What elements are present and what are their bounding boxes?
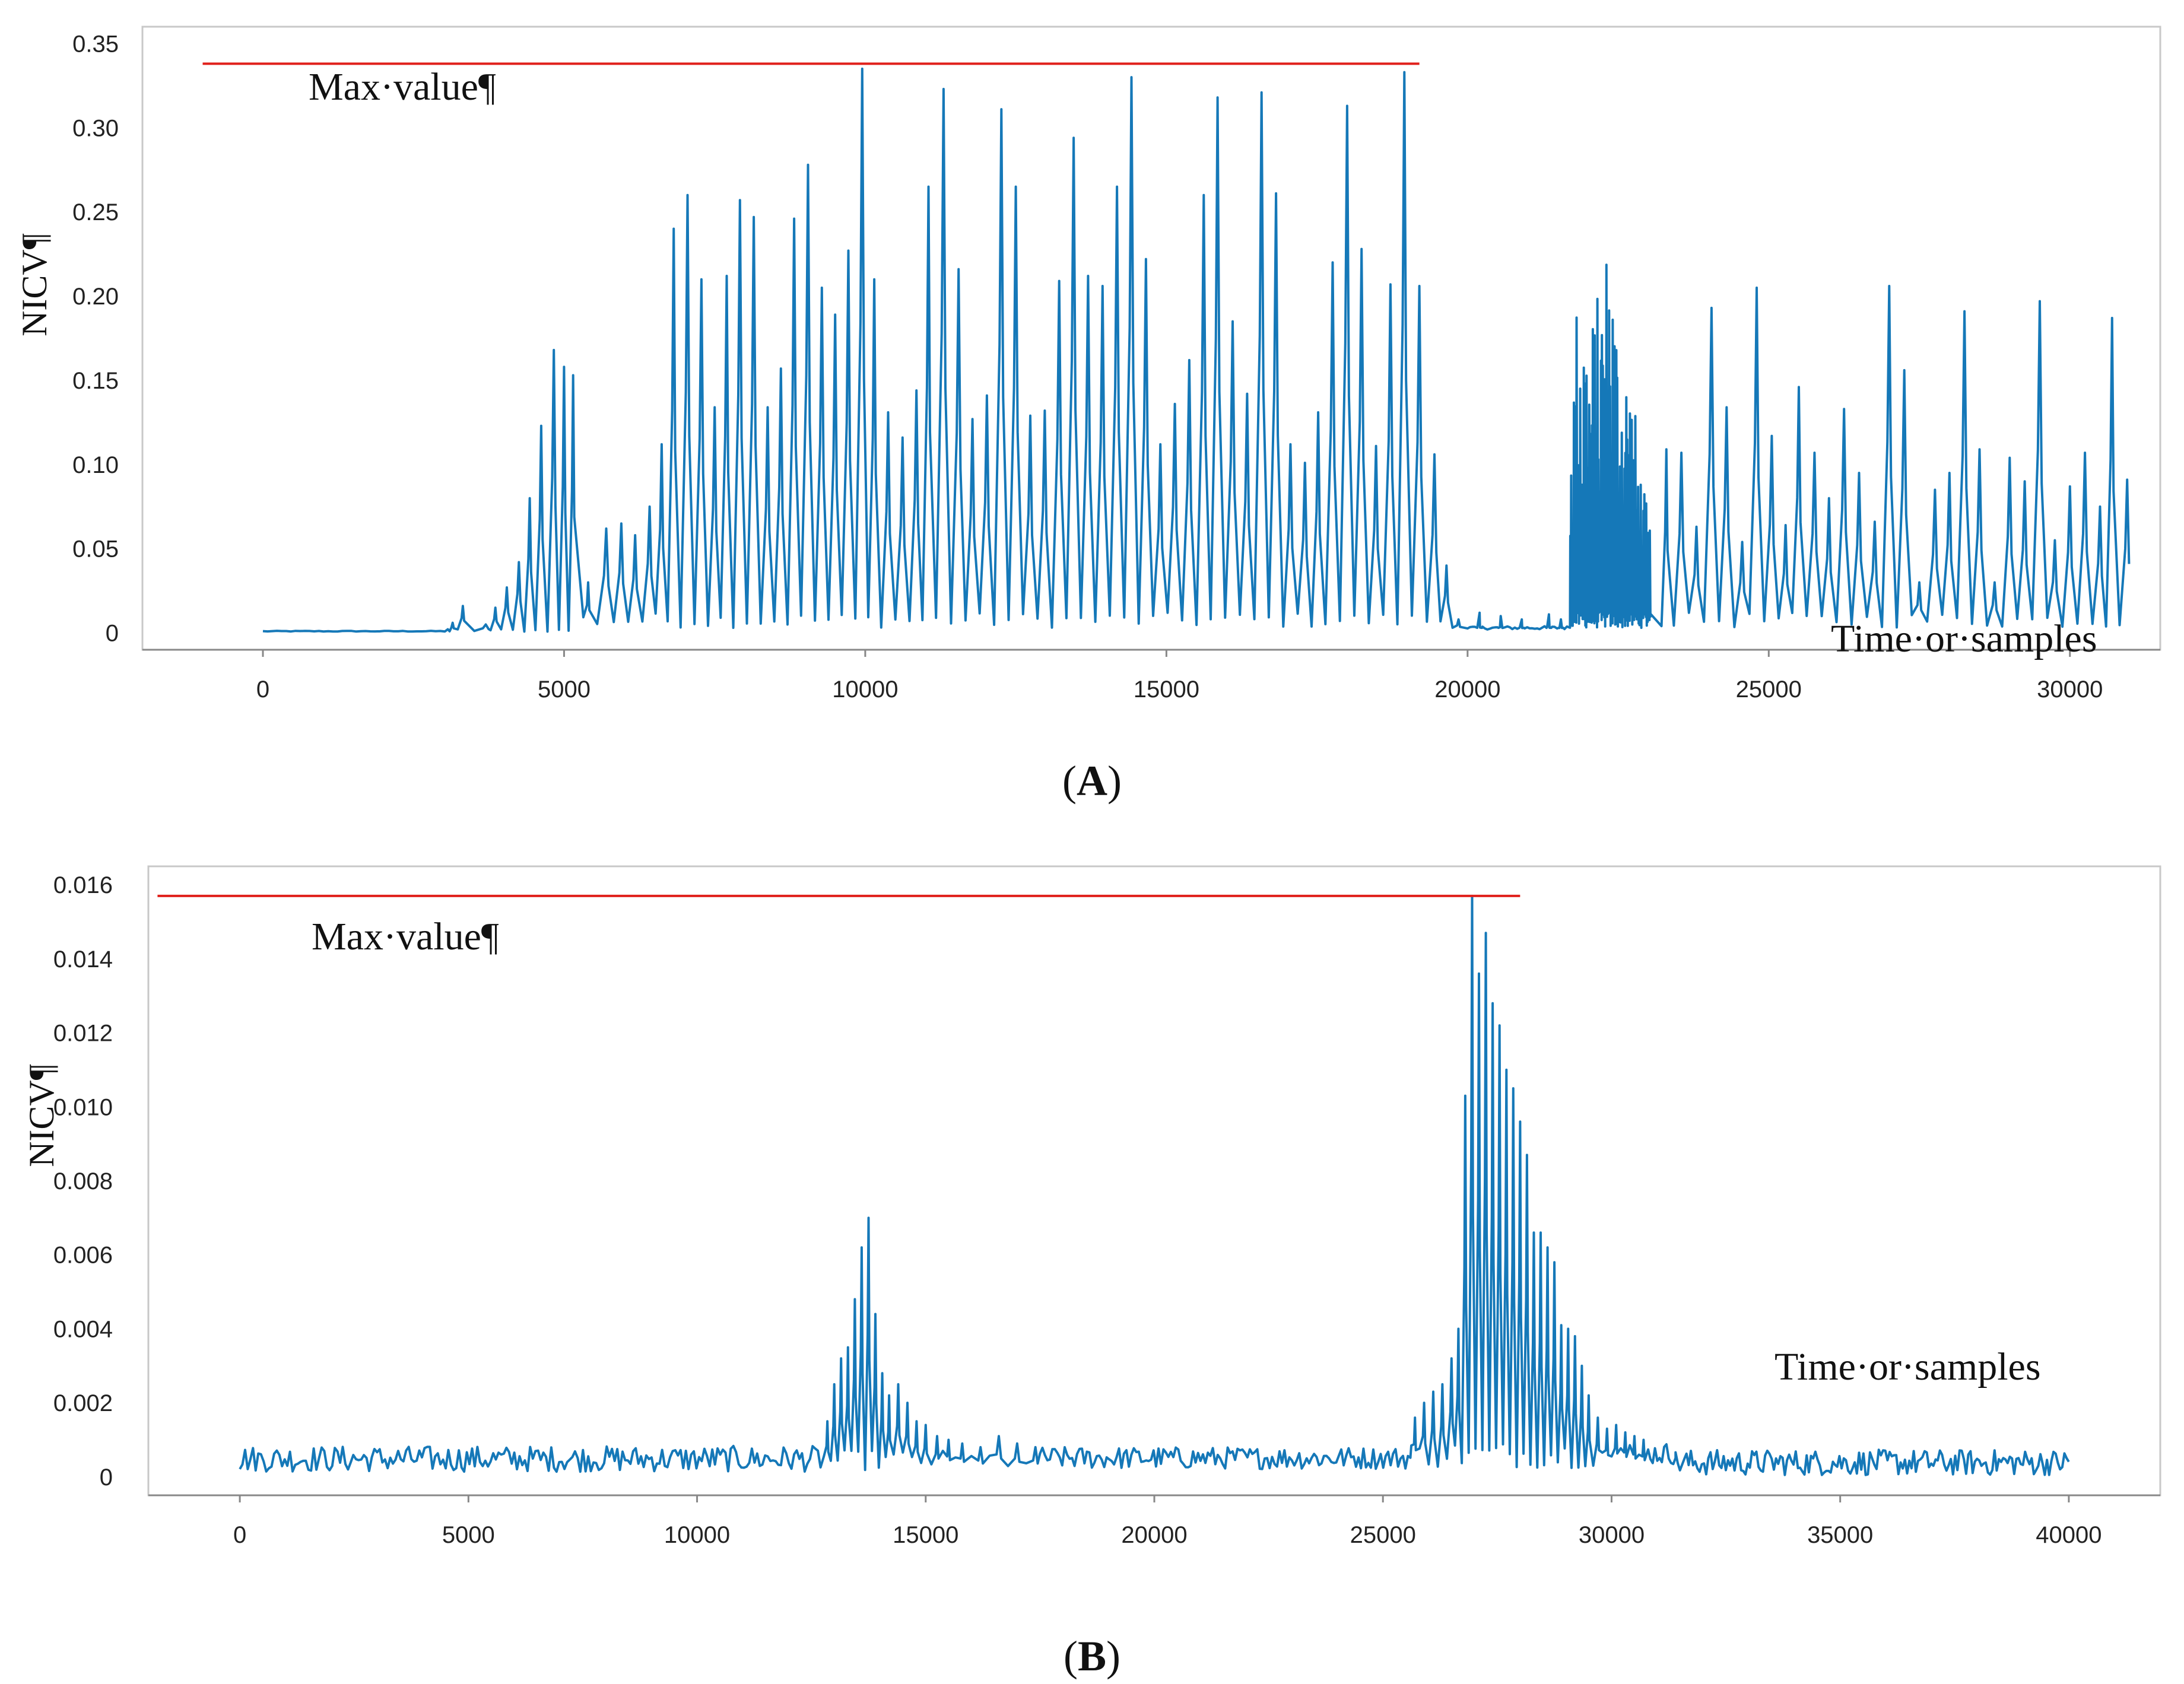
x-tick-label: 15000 [1134, 676, 1199, 703]
panel-a-y-tick-labels: 0 0.05 0.10 0.15 0.20 0.25 0.30 0.35 [72, 31, 119, 646]
y-tick-label: 0.05 [72, 536, 119, 563]
panel-a-series-layer [262, 67, 2131, 633]
y-tick-label: 0.014 [53, 946, 113, 973]
y-tick-label: 0 [106, 621, 119, 647]
x-tick-label: 20000 [1434, 676, 1500, 703]
panel-b-max-label: Max·value¶ [312, 915, 499, 958]
panel-b-caption: (B) [1064, 1632, 1120, 1680]
x-tick-label: 5000 [538, 676, 591, 703]
panel-b-series-layer [239, 894, 2070, 1476]
x-tick-label: 10000 [664, 1522, 730, 1548]
x-tick-label: 25000 [1350, 1522, 1416, 1548]
y-tick-label: 0.002 [53, 1390, 113, 1416]
x-tick-label: 30000 [1579, 1522, 1645, 1548]
x-tick-label: 35000 [1807, 1522, 1873, 1548]
nicv-series-line [239, 894, 2070, 1476]
y-tick-label: 0.30 [72, 115, 119, 141]
x-tick-label: 0 [233, 1522, 246, 1548]
nicv-series-line [262, 67, 2131, 633]
y-tick-label: 0.20 [72, 284, 119, 310]
panel-a-caption: (A) [1062, 757, 1122, 805]
y-tick-label: 0.016 [53, 872, 113, 898]
x-tick-label: 10000 [832, 676, 898, 703]
y-tick-label: 0.15 [72, 368, 119, 394]
panel-a-x-ticks: 0 5000 10000 15000 20000 25000 30000 [256, 650, 2103, 703]
x-tick-label: 15000 [893, 1522, 958, 1548]
x-tick-label: 25000 [1736, 676, 1802, 703]
x-tick-label: 40000 [2036, 1522, 2102, 1548]
y-tick-label: 0.004 [53, 1316, 113, 1342]
panel-b-chart: 0 0.002 0.004 0.006 0.008 0.010 0.012 0.014 0.01… [22, 865, 2161, 1680]
panel-b-x-ticks: 0 5000 10000 15000 20000 25000 30000 35000 40000 [233, 1495, 2102, 1548]
panel-b-y-tick-labels: 0 0.002 0.004 0.006 0.008 0.010 0.012 0.014 0.01… [53, 872, 113, 1491]
y-tick-label: 0 [100, 1464, 113, 1491]
panel-b-caption-letter: B [1078, 1632, 1106, 1680]
x-tick-label: 5000 [442, 1522, 495, 1548]
x-tick-label: 20000 [1121, 1522, 1187, 1548]
y-tick-label: 0.10 [72, 452, 119, 478]
panel-b-plot-frame [147, 865, 2161, 1496]
panel-a-y-axis-label: NICV¶ [15, 233, 54, 336]
y-tick-label: 0.35 [72, 31, 119, 57]
y-tick-label: 0.008 [53, 1168, 113, 1194]
y-tick-label: 0.010 [53, 1094, 113, 1120]
panel-a-chart: 0 0.05 0.10 0.15 0.20 0.25 0.30 0.35 0 5000 10000… [15, 26, 2161, 805]
x-tick-label: 30000 [2037, 676, 2103, 703]
x-tick-label: 0 [256, 676, 269, 703]
panel-a-caption-letter: A [1077, 757, 1107, 805]
panel-b-time-label: Time·or·samples [1774, 1345, 2041, 1388]
y-tick-label: 0.006 [53, 1243, 113, 1269]
y-tick-label: 0.25 [72, 199, 119, 225]
panel-b-y-axis-label: NICV¶ [22, 1064, 61, 1167]
panel-a-max-label: Max·value¶ [309, 65, 496, 109]
panel-a-time-label: Time·or·samples [1831, 617, 2097, 660]
y-tick-label: 0.012 [53, 1021, 113, 1047]
